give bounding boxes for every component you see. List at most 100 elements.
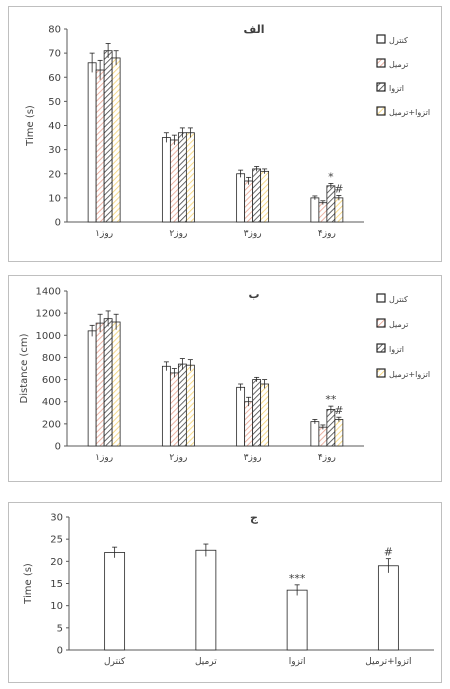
chart-alef: 0 10 20 30 40 50 60 70 80 Time (s) الف روز۱ روز۲ روز۳… xyxy=(25,23,430,239)
bar xyxy=(169,372,179,447)
x-tick-label: روز۱ xyxy=(95,453,113,463)
bar xyxy=(334,419,344,447)
x-tick-label: روز۴ xyxy=(318,453,336,463)
bar xyxy=(185,364,195,447)
bar xyxy=(161,365,171,447)
legend-swatch xyxy=(376,318,386,328)
bar xyxy=(244,180,254,223)
legend-label: ترمیل xyxy=(389,320,408,329)
bar xyxy=(169,139,179,223)
legend-label: اتزوا+ترمیل xyxy=(389,370,430,379)
y-axis-label: Time (s) xyxy=(25,105,36,147)
bar xyxy=(161,137,171,223)
significance-marker: * xyxy=(328,170,334,183)
bar xyxy=(260,383,270,447)
y-tick-label: 20 xyxy=(50,557,63,568)
x-tick-label: اتزوا xyxy=(289,657,306,667)
bar xyxy=(177,132,187,223)
bar xyxy=(95,322,105,447)
y-tick-label: 800 xyxy=(42,353,61,364)
bar xyxy=(252,168,262,223)
y-tick-label: 600 xyxy=(42,375,61,386)
x-tick-label: روز۱ xyxy=(95,229,113,239)
chart-title: ب xyxy=(248,288,259,301)
y-tick-label: 200 xyxy=(42,419,61,430)
bar xyxy=(87,62,97,223)
legend-label: اتزوا xyxy=(389,345,404,354)
bar xyxy=(95,69,105,223)
bar xyxy=(195,549,217,651)
legend-swatch xyxy=(376,293,386,303)
x-tick-label: روز۴ xyxy=(318,229,336,239)
bar xyxy=(177,363,187,447)
bar xyxy=(377,565,399,651)
significance-marker: # xyxy=(384,546,393,559)
bar xyxy=(87,330,97,447)
y-tick-label: 10 xyxy=(48,193,61,204)
bar xyxy=(260,170,270,223)
chart-panel-alef: 0 10 20 30 40 50 60 70 80 Time (s) الف روز۱ روز۲ روز۳… xyxy=(8,6,442,262)
bar xyxy=(334,197,344,223)
legend-label: اتزوا xyxy=(389,84,404,93)
x-tick-label: کنترل xyxy=(104,657,126,667)
legend-swatch xyxy=(376,343,386,353)
y-axis-label: Time (s) xyxy=(23,563,34,605)
legend-label: کنترل xyxy=(389,36,408,45)
bar xyxy=(103,318,113,447)
bar xyxy=(236,386,246,447)
significance-marker: *** xyxy=(289,572,306,585)
legend-label: اتزوا+ترمیل xyxy=(389,108,430,117)
y-tick-label: 20 xyxy=(48,169,61,180)
chart-panel-be: 0 200 400 600 800 1000 1200 1400 Distance (cm) ب ر… xyxy=(8,275,442,482)
y-tick-label: 50 xyxy=(48,97,61,108)
bar xyxy=(310,197,320,223)
bar xyxy=(103,50,113,223)
chart-jim: 0 5 10 15 20 25 30 Time (s) ج کنترل ترمیل *** اتزوا #… xyxy=(23,511,434,667)
y-tick-label: 1200 xyxy=(36,309,61,320)
x-tick-label: ترمیل xyxy=(195,657,217,667)
chart-title: الف xyxy=(243,23,264,36)
y-tick-label: 25 xyxy=(50,535,63,546)
bar xyxy=(244,401,254,447)
significance-marker: # xyxy=(334,182,343,195)
y-tick-label: 10 xyxy=(50,601,63,612)
legend-label: ترمیل xyxy=(389,60,408,69)
significance-marker: # xyxy=(334,404,343,417)
y-tick-label: 30 xyxy=(48,145,61,156)
y-tick-label: 15 xyxy=(50,579,63,590)
significance-marker: ** xyxy=(325,393,337,406)
legend-swatch xyxy=(376,368,386,378)
bar xyxy=(111,321,121,447)
y-axis-label: Distance (cm) xyxy=(19,333,30,403)
y-tick-label: 400 xyxy=(42,397,61,408)
bar xyxy=(318,202,328,223)
bar xyxy=(236,173,246,223)
y-tick-label: 80 xyxy=(48,25,61,36)
bar xyxy=(252,379,262,447)
y-tick-label: 30 xyxy=(50,513,63,524)
x-tick-label: روز۳ xyxy=(244,229,262,239)
legend-swatch xyxy=(376,106,386,116)
x-tick-label: روز۲ xyxy=(169,453,187,463)
legend-swatch xyxy=(376,58,386,68)
x-tick-label: اتزوا+ترمیل xyxy=(365,657,411,667)
y-tick-label: 0 xyxy=(55,442,61,453)
legend-swatch xyxy=(376,82,386,92)
chart-panel-jim: 0 5 10 15 20 25 30 Time (s) ج کنترل ترمیل *** اتزوا #… xyxy=(8,502,442,683)
y-tick-label: 5 xyxy=(57,623,63,634)
bar xyxy=(286,589,308,651)
bar xyxy=(104,552,126,651)
chart-title: ج xyxy=(250,511,258,525)
x-tick-label: روز۳ xyxy=(244,453,262,463)
y-tick-label: 40 xyxy=(48,121,61,132)
bar xyxy=(111,57,121,223)
chart-be: 0 200 400 600 800 1000 1200 1400 Distance (cm) ب ر… xyxy=(19,287,430,464)
y-tick-label: 0 xyxy=(55,218,61,229)
bar xyxy=(185,132,195,223)
x-tick-label: روز۲ xyxy=(169,229,187,239)
y-tick-label: 70 xyxy=(48,49,61,60)
bar xyxy=(318,426,328,447)
y-tick-label: 0 xyxy=(57,646,63,657)
legend-label: کنترل xyxy=(389,295,408,304)
y-tick-label: 1400 xyxy=(36,287,61,298)
